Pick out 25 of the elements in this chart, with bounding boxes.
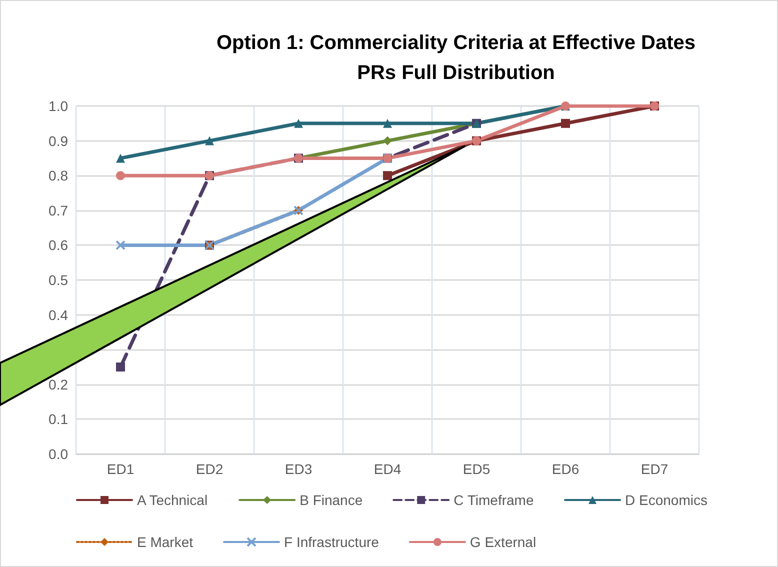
y-tick-label: 0.4 <box>48 306 68 323</box>
y-tick-label: 0.2 <box>48 376 68 392</box>
x-tick-label: ED7 <box>640 461 668 477</box>
legend-label: G External <box>470 534 536 550</box>
y-tick-label: 0.0 <box>48 446 68 462</box>
chart-title: Option 1: Commerciality Criteria at Effective Dates PRs Full Distribution <box>216 32 696 84</box>
x-tick-label: ED5 <box>462 461 490 477</box>
x-tick-label: ED3 <box>284 461 312 477</box>
y-tick-label: 1.0 <box>48 98 68 114</box>
y-tick-label: 0.5 <box>48 272 68 288</box>
legend-label: A Technical <box>137 492 208 508</box>
x-tick-label: ED6 <box>552 461 580 477</box>
x-tick-label: ED1 <box>106 461 134 477</box>
y-tick-label: 0.8 <box>48 168 68 184</box>
x-tick-label: ED2 <box>196 461 224 477</box>
y-tick-label: 0.6 <box>48 237 68 254</box>
legend-label: C Timeframe <box>454 492 534 508</box>
x-tick-label: ED4 <box>374 461 402 477</box>
legend-label: B Finance <box>300 492 363 508</box>
y-tick-label: 0.7 <box>48 202 68 218</box>
legend-label: F Infrastructure <box>284 534 380 550</box>
legend-label: D Economics <box>625 492 708 508</box>
y-tick-label: 0.9 <box>48 132 68 149</box>
legend-label: E Market <box>137 534 194 550</box>
y-tick-label: 0.1 <box>48 411 68 428</box>
